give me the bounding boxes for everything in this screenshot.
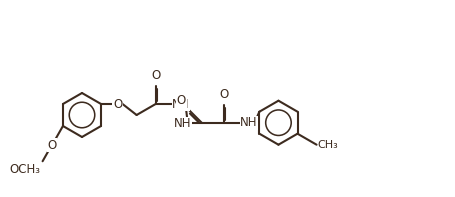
Text: NH: NH — [174, 117, 192, 130]
Text: O: O — [219, 88, 228, 101]
Text: CH₃: CH₃ — [318, 140, 339, 150]
Text: NH: NH — [172, 98, 190, 111]
Text: O: O — [113, 98, 122, 111]
Text: OCH₃: OCH₃ — [10, 163, 40, 176]
Text: O: O — [151, 69, 160, 82]
Text: NH: NH — [240, 116, 258, 129]
Text: O: O — [47, 138, 56, 151]
Text: O: O — [177, 94, 186, 107]
